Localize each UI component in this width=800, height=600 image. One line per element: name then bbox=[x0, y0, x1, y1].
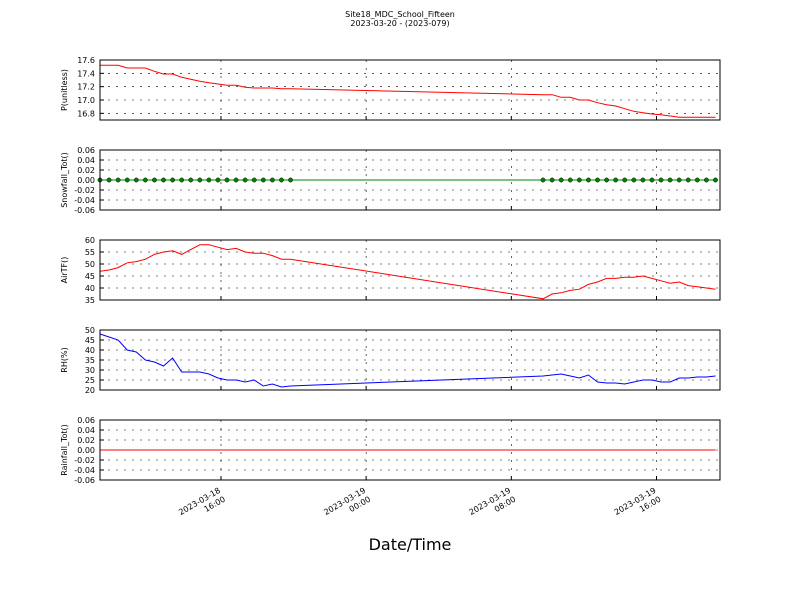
data-line bbox=[99, 244, 716, 300]
y-tick-label: 20 bbox=[85, 386, 95, 395]
data-line bbox=[100, 64, 716, 118]
y-tick-label: -0.06 bbox=[74, 476, 95, 485]
data-point bbox=[694, 177, 700, 183]
y-tick-label: 60 bbox=[85, 236, 95, 245]
y-tick-label: 0.06 bbox=[77, 146, 95, 155]
x-tick-label: 2023-03-1916:00 bbox=[613, 486, 663, 526]
data-point bbox=[260, 177, 266, 183]
data-point bbox=[179, 177, 185, 183]
plot-frame bbox=[99, 59, 721, 121]
data-point bbox=[197, 177, 203, 183]
y-axis-label: AirTF() bbox=[60, 257, 69, 284]
y-tick-label: 50 bbox=[85, 326, 95, 335]
chart-subtitle: 2023-03-20 - (2023-079) bbox=[350, 19, 449, 28]
y-tick-label: 40 bbox=[85, 284, 95, 293]
data-point bbox=[667, 177, 673, 183]
data-point bbox=[549, 177, 555, 183]
y-tick-label: 16.8 bbox=[77, 109, 95, 118]
data-point bbox=[115, 177, 121, 183]
data-point bbox=[133, 177, 139, 183]
y-tick-label: 50 bbox=[85, 260, 95, 269]
y-tick-label: 17.4 bbox=[77, 69, 95, 78]
y-tick-label: 0.04 bbox=[77, 426, 95, 435]
data-point bbox=[152, 177, 157, 183]
y-tick-label: 17.2 bbox=[77, 83, 95, 92]
data-point bbox=[161, 177, 166, 183]
y-axis-label: RH(%) bbox=[60, 347, 69, 372]
data-point bbox=[576, 177, 582, 183]
data-point bbox=[558, 177, 564, 183]
data-point bbox=[713, 177, 718, 183]
plot-frame bbox=[99, 149, 721, 211]
y-tick-label: 45 bbox=[85, 272, 95, 281]
data-point bbox=[106, 177, 112, 183]
data-point bbox=[604, 177, 609, 183]
y-tick-label: 40 bbox=[85, 346, 95, 355]
y-tick-label: 0.06 bbox=[77, 416, 95, 425]
data-point bbox=[631, 177, 637, 183]
y-axis-label: P(unitless) bbox=[60, 69, 69, 111]
y-axis-label: Snowfall_Tot() bbox=[60, 152, 69, 208]
data-point bbox=[188, 177, 194, 183]
data-point bbox=[567, 177, 573, 183]
y-tick-label: 17.0 bbox=[77, 96, 95, 105]
chart-title: Site18_MDC_School_Fifteen bbox=[345, 10, 455, 19]
y-tick-label: -0.04 bbox=[74, 196, 95, 205]
y-tick-label: 35 bbox=[85, 296, 95, 305]
y-tick-label: 25 bbox=[85, 376, 95, 385]
data-point bbox=[142, 177, 148, 183]
data-point bbox=[251, 177, 257, 183]
y-tick-label: 0.02 bbox=[77, 166, 95, 175]
y-tick-label: 30 bbox=[85, 366, 95, 375]
data-point bbox=[279, 177, 284, 183]
y-tick-label: -0.04 bbox=[74, 466, 95, 475]
data-point bbox=[124, 177, 130, 183]
y-tick-label: 0.00 bbox=[77, 446, 95, 455]
data-point bbox=[595, 177, 600, 183]
plot-frame bbox=[99, 419, 721, 481]
data-point bbox=[224, 177, 230, 183]
data-line bbox=[99, 333, 716, 388]
y-tick-label: 0.02 bbox=[77, 436, 95, 445]
data-point bbox=[540, 177, 546, 183]
data-point bbox=[206, 177, 212, 183]
data-point bbox=[215, 177, 221, 183]
data-point bbox=[242, 177, 248, 183]
y-tick-label: 17.6 bbox=[77, 56, 95, 65]
data-point bbox=[586, 177, 591, 183]
data-point bbox=[622, 177, 628, 183]
data-point bbox=[658, 177, 664, 183]
data-point bbox=[288, 177, 293, 183]
data-point bbox=[685, 177, 691, 183]
data-point bbox=[269, 177, 275, 183]
y-axis-label: Rainfall_Tot() bbox=[60, 424, 69, 476]
y-tick-label: 55 bbox=[85, 248, 95, 257]
data-point bbox=[703, 177, 709, 183]
y-tick-label: -0.02 bbox=[74, 456, 95, 465]
x-axis-label: Date/Time bbox=[369, 535, 452, 554]
data-point bbox=[613, 177, 619, 183]
y-tick-label: -0.02 bbox=[74, 186, 95, 195]
data-point bbox=[233, 177, 239, 183]
plot-frame bbox=[99, 239, 721, 301]
y-tick-label: 45 bbox=[85, 336, 95, 345]
x-tick-label: 2023-03-1816:00 bbox=[177, 486, 227, 526]
y-tick-label: 0.00 bbox=[77, 176, 95, 185]
x-tick-label: 2023-03-1908:00 bbox=[468, 486, 518, 526]
y-tick-label: 0.04 bbox=[77, 156, 95, 165]
data-point bbox=[649, 177, 655, 183]
plot-frame bbox=[99, 329, 721, 391]
data-point bbox=[640, 177, 646, 183]
data-point bbox=[676, 177, 682, 183]
data-point bbox=[170, 177, 175, 183]
y-tick-label: 35 bbox=[85, 356, 95, 365]
x-tick-label: 2023-03-1900:00 bbox=[322, 486, 372, 526]
y-tick-label: -0.06 bbox=[74, 206, 95, 215]
